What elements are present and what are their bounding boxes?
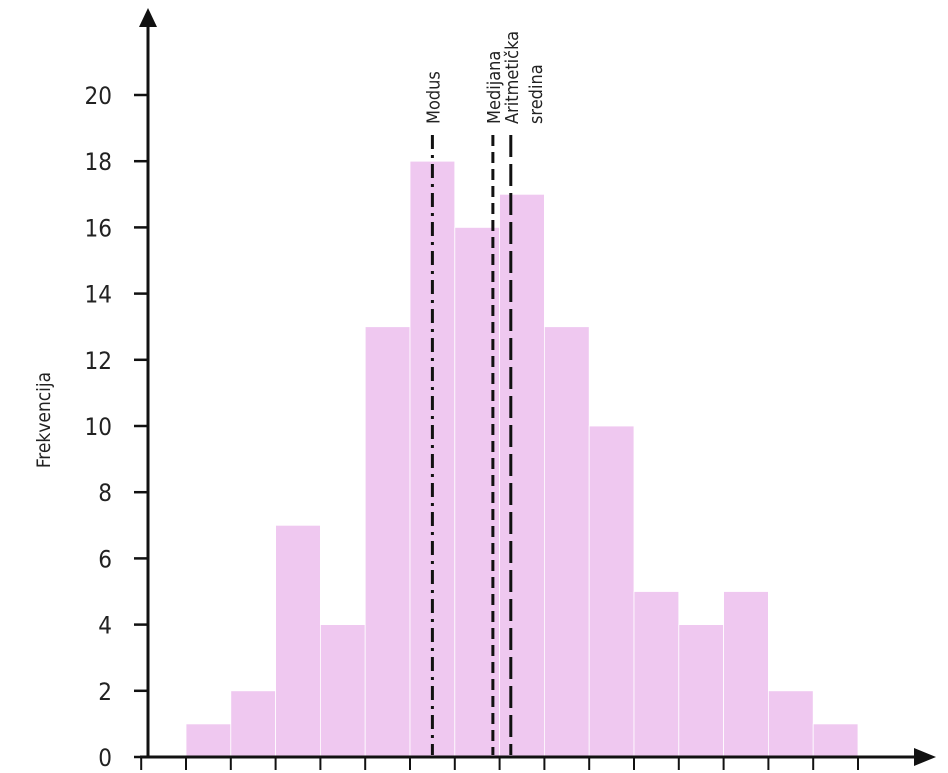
y-tick-label: 16: [85, 214, 112, 242]
histogram-bars: [185, 160, 859, 758]
y-axis-label: Frekvencija: [33, 372, 55, 468]
histogram-bar: [588, 425, 635, 758]
y-axis-arrow: [139, 8, 157, 27]
histogram-bar: [275, 524, 321, 758]
marker-label: Aritmetička: [502, 31, 523, 124]
histogram-bar: [678, 624, 724, 758]
y-axis-ticks: 0 2 4 6 8 10 12 14 16 18 20: [85, 82, 148, 772]
marker-label: Modus: [423, 71, 444, 124]
y-tick-label: 2: [98, 678, 112, 706]
y-tick-label: 20: [85, 82, 112, 110]
y-tick-label: 14: [85, 281, 112, 309]
histogram-bar: [633, 591, 680, 758]
y-tick-label: 18: [85, 148, 112, 176]
y-tick-label: 12: [85, 347, 112, 375]
histogram-bar: [768, 690, 814, 758]
histogram-bar: [364, 326, 411, 758]
y-tick-label: 4: [98, 612, 112, 640]
marker-label: Medijana: [484, 51, 505, 124]
histogram-bar: [319, 624, 366, 758]
histogram-bar: [812, 723, 859, 758]
y-tick-label: 10: [85, 413, 112, 441]
histogram-bar: [185, 723, 232, 758]
axes: [139, 8, 936, 766]
histogram-bar: [544, 326, 590, 758]
marker-label: sredina: [526, 64, 547, 124]
histogram-bar: [230, 690, 277, 758]
x-axis-arrow: [914, 748, 936, 766]
y-tick-label: 6: [98, 545, 112, 573]
x-axis-ticks: [140, 757, 859, 770]
histogram-bar: [499, 193, 545, 758]
y-tick-label: 0: [98, 744, 112, 772]
y-tick-label: 8: [98, 479, 112, 507]
histogram-bar: [723, 591, 769, 758]
